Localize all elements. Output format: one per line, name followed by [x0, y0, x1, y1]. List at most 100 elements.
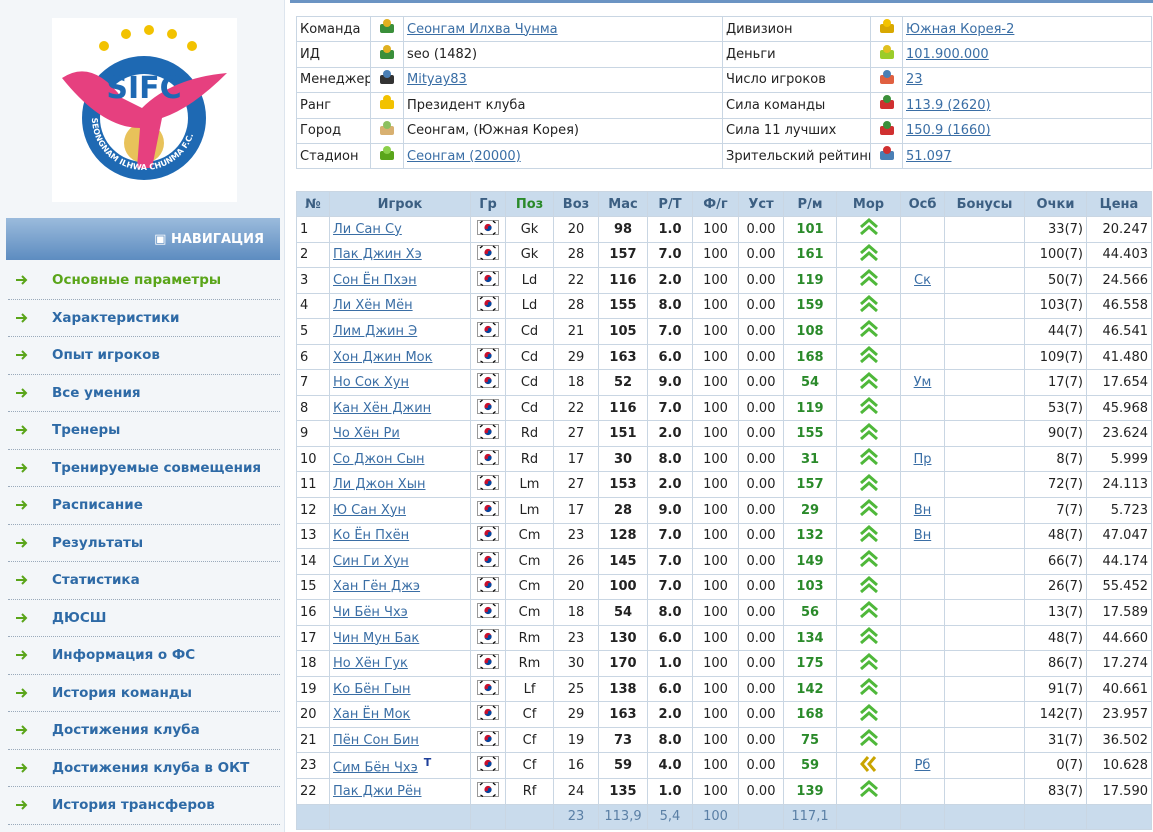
cell: Cf — [505, 701, 554, 728]
nav-label[interactable]: Тренеры — [52, 422, 121, 439]
nav-label[interactable]: ДЮСШ — [52, 609, 107, 626]
player-link[interactable]: Сон Ён Пхэн — [333, 272, 417, 288]
cell — [470, 445, 506, 473]
nav-label[interactable]: Основные параметры — [52, 272, 222, 289]
player-link[interactable]: Ли Джон Хын — [333, 477, 426, 493]
nav-label[interactable]: Расписание — [52, 497, 143, 514]
info-link[interactable]: 150.9 (1660) — [906, 123, 991, 139]
special-link[interactable]: Рб — [914, 758, 931, 774]
player-link[interactable]: Чин Мун Бак — [333, 630, 420, 646]
nav-label[interactable]: Характеристики — [52, 309, 180, 326]
player-link[interactable]: Ли Сан Су — [333, 221, 402, 237]
cell — [944, 471, 1025, 499]
total-cell: 113,9 — [598, 803, 648, 831]
player-link[interactable]: Пак Джин Хэ — [333, 247, 422, 263]
nav-item[interactable]: Опыт игроков — [8, 337, 280, 375]
nav-item[interactable]: Тренируемые совмещения — [8, 450, 280, 487]
nav-item[interactable]: Тренеры — [8, 412, 280, 450]
cell — [470, 701, 506, 728]
cell: 7.0 — [647, 318, 693, 345]
icon — [477, 475, 499, 491]
special-link[interactable]: Вн — [913, 502, 932, 518]
icon — [859, 627, 878, 645]
nav-label[interactable]: Тренируемые совмещения — [52, 459, 262, 476]
player-link[interactable]: Ли Хён Мён — [333, 298, 413, 314]
player-link[interactable]: Пён Сон Бин — [333, 732, 419, 748]
player-link[interactable]: Ю Сан Хун — [333, 502, 406, 518]
cell: 100 — [692, 292, 739, 320]
nav-label[interactable]: Результаты — [52, 534, 144, 551]
info-value: Mityay83 — [403, 66, 723, 94]
info-link[interactable]: Южная Корея-2 — [906, 21, 1015, 37]
special-link[interactable]: Ум — [913, 375, 932, 391]
cell: 48(7) — [1024, 522, 1087, 550]
nav-item[interactable]: Характеристики — [8, 300, 280, 337]
icon — [859, 703, 878, 721]
nav-item[interactable]: Основные параметры — [8, 262, 280, 300]
nav-item[interactable]: Достижения клуба в ОКТ — [8, 750, 280, 787]
cell: 6.0 — [647, 675, 693, 703]
cell: 44.660 — [1086, 624, 1152, 652]
info-label: Город — [296, 117, 371, 144]
nav-label[interactable]: История команды — [52, 684, 192, 701]
player-link[interactable]: Лим Джин Э — [333, 323, 418, 339]
special-link[interactable]: Ск — [914, 272, 931, 288]
special-link[interactable]: Вн — [913, 528, 932, 544]
player-link[interactable]: Хон Джин Мок — [333, 349, 433, 365]
nav-item[interactable]: Достижения клуба — [8, 712, 280, 750]
cell — [836, 445, 901, 473]
info-link[interactable]: Mityay83 — [407, 72, 467, 88]
nav-label[interactable]: Достижения клуба в ОКТ — [52, 759, 250, 776]
cell: 86(7) — [1024, 650, 1087, 677]
info-link[interactable]: Сеонгам Илхва Чунма — [407, 21, 558, 37]
player-link[interactable]: Сим Бён Чхэ — [333, 760, 418, 776]
player-link[interactable]: Чо Хён Ри — [333, 426, 400, 442]
nav-item[interactable]: История команды — [8, 675, 280, 712]
nav-item[interactable]: Расписание — [8, 487, 280, 525]
cell: Gk — [505, 216, 554, 243]
nav-item[interactable]: Результаты — [8, 525, 280, 562]
info-link[interactable]: 101.900.000 — [906, 47, 989, 63]
nav-label[interactable]: Опыт игроков — [52, 347, 160, 364]
cell — [836, 471, 901, 499]
info-link[interactable]: 51.097 — [906, 148, 952, 164]
cell: 11 — [296, 471, 330, 499]
player-link[interactable]: Син Ги Хун — [333, 553, 409, 569]
nav-label[interactable]: Все умения — [52, 384, 141, 401]
info-link[interactable]: Сеонгам (20000) — [407, 148, 521, 164]
player-link[interactable]: Пак Джи Рён — [333, 783, 422, 799]
nav-item[interactable]: Статистика — [8, 562, 280, 600]
cell — [900, 343, 945, 371]
cell — [944, 216, 1025, 243]
nav-label[interactable]: Информация о ФС — [52, 647, 196, 664]
player-link[interactable]: Но Сок Хун — [333, 375, 409, 391]
nav-item[interactable]: Информация о ФС — [8, 637, 280, 675]
icon — [859, 499, 878, 517]
nav-item[interactable]: История трансферов — [8, 787, 280, 825]
nav-item[interactable]: ДЮСШ — [8, 600, 280, 637]
nav-item[interactable]: Все умения — [8, 375, 280, 412]
info-link[interactable]: 113.9 (2620) — [906, 97, 991, 113]
nav-label[interactable]: Достижения клуба — [52, 722, 200, 739]
nav-label[interactable]: Статистика — [52, 572, 140, 589]
cell: 7.0 — [647, 548, 693, 575]
player-link[interactable]: Чи Бён Чхэ — [333, 604, 408, 620]
player-link[interactable]: Ко Бён Гын — [333, 681, 411, 697]
player-link[interactable]: Хан Гён Джэ — [333, 579, 421, 595]
cell — [944, 267, 1025, 294]
total-cell — [470, 803, 506, 831]
special-link[interactable]: Пр — [913, 451, 932, 467]
player-link[interactable]: Кан Хён Джин — [333, 400, 432, 416]
player-badge: T — [423, 756, 432, 770]
player-link[interactable]: Хан Ён Мок — [333, 707, 411, 723]
info-value: Сеонгам Илхва Чунма — [403, 15, 723, 43]
cell: 2 — [296, 241, 330, 269]
cell: 27 — [553, 420, 599, 447]
info-link[interactable]: 23 — [906, 72, 923, 88]
nav-label[interactable]: История трансферов — [52, 797, 215, 814]
player-link[interactable]: Но Хён Гук — [333, 656, 408, 672]
player-link[interactable]: Со Джон Сын — [333, 451, 425, 467]
icon — [859, 755, 876, 772]
player-link[interactable]: Ко Ён Пхён — [333, 528, 410, 544]
info-icon — [370, 15, 404, 43]
